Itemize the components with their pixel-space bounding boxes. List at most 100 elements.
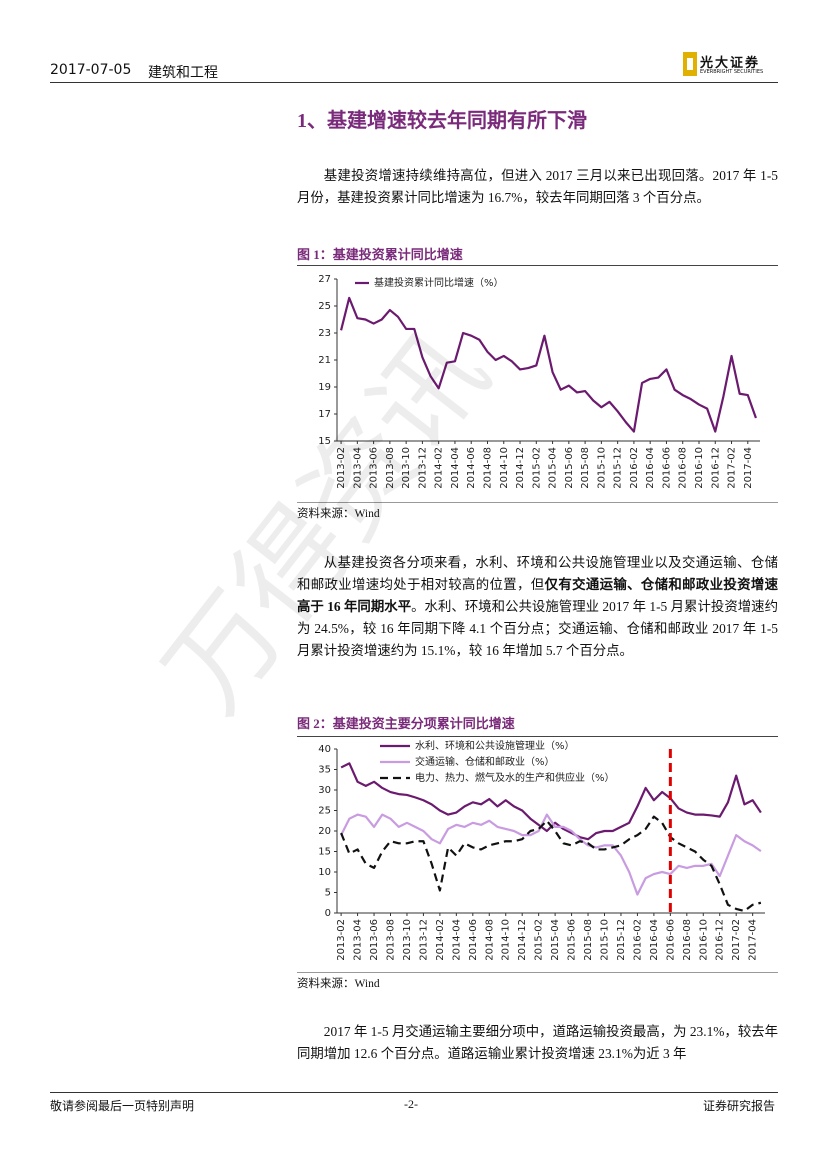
y-tick-label: 19 bbox=[318, 382, 331, 393]
x-tick-label: 2017-04 bbox=[748, 919, 759, 961]
header-date: 2017-07-05 bbox=[50, 62, 132, 78]
y-tick-label: 10 bbox=[318, 867, 331, 878]
figure-caption: 图 1：基建投资累计同比增速 bbox=[297, 247, 463, 262]
legend-label: 基建投资累计同比增速（%） bbox=[374, 276, 504, 289]
x-tick-label: 2016-12 bbox=[710, 447, 721, 489]
chart: 0 5 10 15 20 25 30 35 40 2013-02 2013-04 2013-06 201… bbox=[318, 739, 765, 961]
series-line bbox=[340, 815, 762, 913]
x-tick-label: 2016-12 bbox=[715, 919, 726, 961]
y-tick-label: 35 bbox=[318, 765, 331, 776]
x-tick-label: 2016-06 bbox=[661, 447, 672, 489]
x-tick-label: 2013-08 bbox=[386, 919, 397, 961]
header-rule bbox=[50, 82, 778, 83]
x-tick-label: 2015-02 bbox=[534, 919, 545, 961]
x-tick-label: 2013-12 bbox=[418, 919, 429, 961]
y-tick-label: 15 bbox=[318, 847, 331, 858]
logo-icon bbox=[683, 52, 697, 76]
x-tick-label: 2016-10 bbox=[694, 447, 705, 489]
y-tick-label: 15 bbox=[318, 436, 331, 447]
x-tick-label: 2016-08 bbox=[678, 447, 689, 489]
x-tick-label: 2015-10 bbox=[600, 919, 611, 961]
x-tick-label: 2016-02 bbox=[632, 919, 643, 961]
source-rule bbox=[297, 972, 778, 973]
x-tick-label: 2013-04 bbox=[353, 919, 364, 961]
x-tick-label: 2014-12 bbox=[515, 447, 526, 489]
x-tick-label: 2014-10 bbox=[501, 919, 512, 961]
x-tick-label: 2015-02 bbox=[531, 447, 542, 489]
y-tick-label: 0 bbox=[325, 908, 331, 919]
x-tick-label: 2015-04 bbox=[548, 447, 559, 489]
y-tick-label: 20 bbox=[318, 826, 331, 837]
source-rule bbox=[297, 502, 778, 503]
x-tick-label: 2016-06 bbox=[665, 919, 676, 961]
x-tick-label: 2013-08 bbox=[385, 447, 396, 489]
x-tick-label: 2014-10 bbox=[499, 447, 510, 489]
paragraph: 从基建投资各分项来看，水利、环境和公共设施管理业以及交通运输、仓储和邮政业增速均… bbox=[297, 552, 778, 662]
y-tick-label: 25 bbox=[318, 806, 331, 817]
y-tick-label: 23 bbox=[318, 328, 331, 339]
x-tick-label: 2013-10 bbox=[401, 447, 412, 489]
x-tick-label: 2016-04 bbox=[649, 919, 660, 961]
x-tick-label: 2016-04 bbox=[645, 447, 656, 489]
legend-label: 水利、环境和公共设施管理业（%） bbox=[415, 739, 575, 752]
x-tick-label: 2015-08 bbox=[580, 447, 591, 489]
x-tick-label: 2015-04 bbox=[550, 919, 561, 961]
legend-label: 电力、热力、燃气及水的生产和供应业（%） bbox=[415, 771, 615, 784]
figure-source: 资料来源：Wind bbox=[297, 508, 380, 520]
x-tick-label: 2016-08 bbox=[682, 919, 693, 961]
x-tick-label: 2014-06 bbox=[468, 919, 479, 961]
y-tick-label: 27 bbox=[318, 274, 331, 285]
x-tick-label: 2015-12 bbox=[613, 447, 624, 489]
y-tick-label: 21 bbox=[318, 355, 331, 366]
x-tick-label: 2014-12 bbox=[517, 919, 528, 961]
caption-rule bbox=[297, 736, 778, 737]
x-tick-label: 2015-12 bbox=[616, 919, 627, 961]
logo-subtitle: EVERBRIGHT SECURITIES bbox=[700, 69, 764, 75]
figure-source: 资料来源：Wind bbox=[297, 978, 380, 990]
x-tick-label: 2014-06 bbox=[466, 447, 477, 489]
x-tick-label: 2014-08 bbox=[484, 919, 495, 961]
y-tick-label: 25 bbox=[318, 301, 331, 312]
x-tick-label: 2015-06 bbox=[567, 919, 578, 961]
x-tick-label: 2015-08 bbox=[583, 919, 594, 961]
text: 从基建投资各分项来看，水利、环境和公共设施管理业以及交通运输、仓储和邮政业增速均… bbox=[297, 555, 778, 592]
x-tick-label: 2014-02 bbox=[434, 447, 445, 489]
bold-text: 仅有交通运输、仓储和邮政业投资增速高于 16 年同期水平 bbox=[297, 577, 779, 614]
x-tick-label: 2017-02 bbox=[731, 919, 742, 961]
x-tick-label: 2013-10 bbox=[402, 919, 413, 961]
x-tick-label: 2013-02 bbox=[336, 919, 347, 961]
y-tick-label: 30 bbox=[318, 785, 331, 796]
x-tick-label: 2013-02 bbox=[336, 447, 347, 489]
footer-right: 证券研究报告 bbox=[703, 1099, 776, 1113]
footer-rule bbox=[50, 1092, 778, 1093]
caption-rule bbox=[297, 265, 778, 266]
section-title: 1、基建增速较去年同期有所下滑 bbox=[297, 110, 587, 132]
text: 2017 年 1-5 月交通运输主要细分项中，道路运输投资最高，为 23.1%，… bbox=[297, 1024, 778, 1061]
logo-name: 光大证券 bbox=[700, 55, 761, 70]
series-line bbox=[340, 813, 762, 896]
x-tick-label: 2016-02 bbox=[629, 447, 640, 489]
text: 基建投资增速持续维持高位，但进入 2017 三月以来已出现回落。2017 年 1… bbox=[297, 168, 778, 205]
legend-label: 交通运输、仓储和邮政业（%） bbox=[415, 755, 555, 768]
x-tick-label: 2014-02 bbox=[435, 919, 446, 961]
y-tick-label: 5 bbox=[325, 888, 331, 899]
y-tick-label: 40 bbox=[318, 744, 331, 755]
text: 。水利、环境和公共设施管理业 2017 年 1-5 月累计投资增速约为 24.5… bbox=[297, 599, 778, 658]
x-tick-label: 2017-04 bbox=[743, 447, 754, 489]
footer-page: -2- bbox=[404, 1097, 418, 1111]
x-tick-label: 2013-12 bbox=[417, 447, 428, 489]
x-tick-label: 2015-06 bbox=[564, 447, 575, 489]
x-tick-label: 2013-04 bbox=[352, 447, 363, 489]
x-tick-label: 2016-10 bbox=[698, 919, 709, 961]
x-tick-label: 2013-06 bbox=[369, 447, 380, 489]
paragraph: 2017 年 1-5 月交通运输主要细分项中，道路运输投资最高，为 23.1%，… bbox=[297, 1021, 778, 1065]
x-tick-label: 2013-06 bbox=[369, 919, 380, 961]
x-tick-label: 2017-02 bbox=[727, 447, 738, 489]
figure-caption: 图 2：基建投资主要分项累计同比增速 bbox=[297, 716, 515, 731]
chart: 15 17 19 21 23 25 27 2013-02 2013-04 2013-06 2013-… bbox=[318, 274, 760, 489]
x-tick-label: 2015-10 bbox=[596, 447, 607, 489]
series-line bbox=[340, 296, 757, 433]
x-tick-label: 2014-08 bbox=[482, 447, 493, 489]
footer-left: 敬请参阅最后一页特别声明 bbox=[50, 1099, 195, 1113]
